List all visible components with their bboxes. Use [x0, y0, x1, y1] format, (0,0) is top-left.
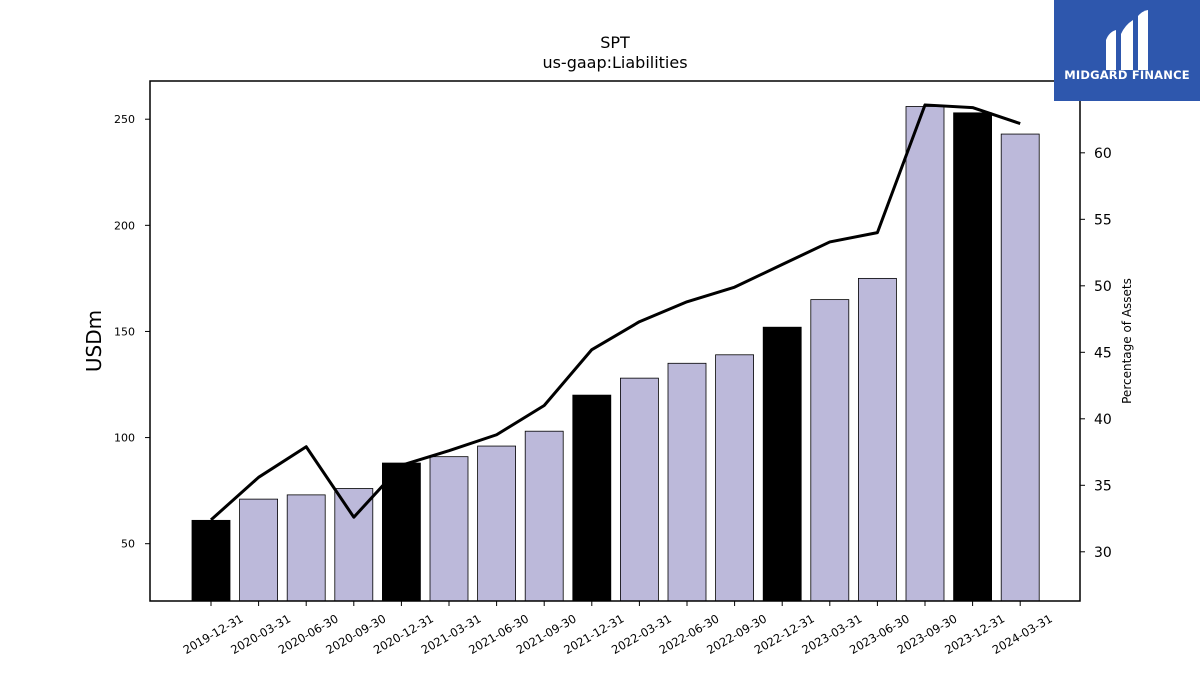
bar-2020-12-31	[381, 462, 421, 602]
y2-tick-label: 55	[1094, 212, 1112, 228]
y2-tick-label: 50	[1094, 279, 1112, 295]
chart-subtitle: us-gaap:Liabilities	[542, 53, 687, 72]
bar-2024-03-31	[1000, 133, 1040, 602]
right-axis-ticks: 30 35 40 45 50 55 60	[1080, 146, 1112, 561]
chart-title: SPT	[600, 33, 630, 52]
y-tick-label: 150	[114, 325, 135, 338]
logo-mark-icon	[1106, 10, 1148, 70]
y-tick-label: 250	[114, 113, 135, 126]
bar-2022-06-30	[667, 362, 707, 602]
y2-tick-label: 35	[1094, 478, 1112, 494]
bar-2020-03-31	[239, 498, 279, 602]
left-axis-ticks: 50 100 150 200 250	[114, 113, 150, 551]
x-axis-ticks: 2019-12-312020-03-312020-06-302020-09-30…	[181, 601, 1055, 657]
y-tick-label: 50	[121, 538, 135, 551]
y-tick-label: 100	[114, 432, 135, 445]
bar-2022-12-31	[762, 326, 802, 602]
bar-2023-06-30	[858, 277, 897, 602]
y2-axis-label: Percentage of Assets	[1120, 278, 1134, 404]
y2-tick-label: 45	[1094, 345, 1112, 361]
bars-group	[191, 106, 1040, 602]
bar-2023-12-31	[953, 112, 992, 602]
midgard-finance-logo: MIDGARD FINANCE	[1054, 0, 1200, 101]
percentage-line	[210, 103, 1021, 521]
bar-2021-06-30	[477, 445, 517, 602]
plot-frame	[149, 80, 1081, 602]
logo-text: MIDGARD FINANCE	[1064, 68, 1190, 82]
y2-tick-label: 60	[1094, 146, 1112, 162]
bar-2022-09-30	[715, 354, 754, 602]
bar-2020-06-30	[286, 494, 326, 602]
bar-2021-12-31	[572, 394, 612, 602]
bar-2022-03-31	[620, 377, 659, 602]
y-axis-label: USDm	[82, 310, 106, 372]
bar-2020-09-30	[334, 488, 374, 602]
y2-tick-label: 30	[1094, 545, 1112, 561]
bar-2023-03-31	[810, 299, 850, 602]
bar-2019-12-31	[191, 519, 231, 602]
bar-2023-09-30	[905, 106, 945, 602]
bar-2021-03-31	[429, 456, 469, 602]
y-tick-label: 200	[114, 219, 135, 232]
y2-tick-label: 40	[1094, 412, 1112, 428]
bar-2021-09-30	[524, 430, 564, 602]
